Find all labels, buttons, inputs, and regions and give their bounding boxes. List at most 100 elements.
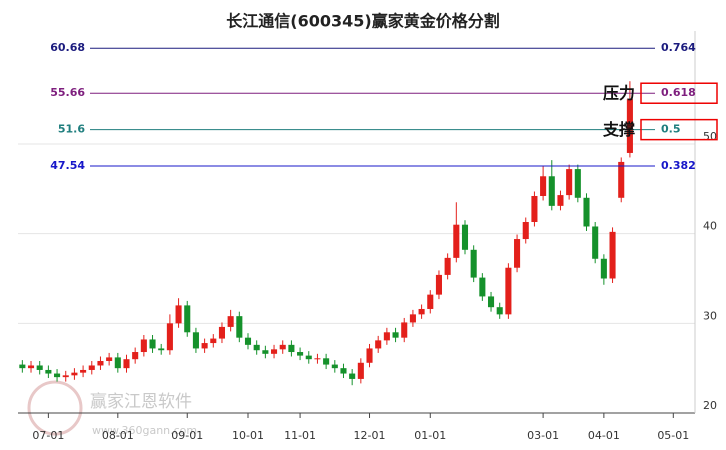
candle-body [97, 360, 104, 366]
candle-body [192, 332, 199, 349]
candle-body [218, 326, 226, 339]
candle-body [88, 365, 95, 370]
candle-body [600, 258, 607, 279]
watermark: 赢家江恩软件 [90, 392, 192, 412]
y-tick-label: 40 [703, 220, 717, 233]
candle-body [540, 176, 547, 196]
candle-body [392, 332, 399, 338]
candle-body [366, 348, 373, 363]
x-tick-label: 03-01 [527, 429, 559, 442]
x-tick-label: 07-01 [32, 429, 64, 442]
candle-body [479, 277, 486, 297]
candle-body [592, 226, 599, 259]
candle-body [531, 195, 538, 222]
candle-body [36, 365, 43, 370]
candle-body [331, 364, 338, 369]
candle-body [184, 305, 191, 333]
y-tick-label: 20 [703, 399, 717, 412]
candle-body [166, 323, 173, 351]
y-tick-label: 30 [703, 309, 717, 322]
level-annotation: 支撑 [602, 120, 635, 139]
candle-body [453, 224, 460, 258]
candle-body [71, 372, 78, 376]
candle-body [618, 161, 625, 198]
candle-body [496, 307, 503, 315]
x-tick-label: 08-01 [102, 429, 134, 442]
candle-body [54, 373, 61, 378]
candle-body [236, 316, 243, 338]
candle-body [583, 197, 590, 227]
candle-body [401, 322, 408, 338]
candle-body [427, 294, 434, 309]
level-box [640, 82, 718, 104]
x-tick-label: 09-01 [171, 429, 203, 442]
candle-body [418, 308, 425, 315]
candle-body [149, 339, 156, 349]
candle-body [140, 339, 147, 353]
candle-body [106, 357, 113, 361]
candle-body [323, 358, 330, 365]
x-tick-label: 04-01 [588, 429, 620, 442]
level-price: 55.66 [50, 86, 85, 99]
candle-body [271, 349, 278, 354]
candle-body [470, 249, 477, 278]
candle-body [244, 337, 252, 345]
candle-body [383, 332, 390, 341]
level-ratio: 0.5 [661, 123, 681, 136]
candle-body [574, 169, 581, 198]
candle-body [288, 344, 295, 353]
y-tick-label: 50 [703, 130, 717, 143]
candle-body [557, 195, 564, 206]
candle-body [175, 305, 182, 324]
candle-body [548, 176, 555, 206]
candle-body [262, 350, 269, 354]
candle-body [349, 373, 356, 379]
candle-body [297, 352, 304, 356]
candle-body [609, 231, 616, 279]
candle-body [201, 343, 208, 349]
candle-body [514, 239, 521, 268]
candle-body [409, 314, 416, 323]
watermark-url: www.360gann.com [92, 424, 197, 437]
candle-body [45, 369, 52, 374]
x-tick-label: 11-01 [284, 429, 316, 442]
candle-body [27, 365, 35, 369]
candle-body [80, 369, 87, 373]
x-tick-label: 05-01 [657, 429, 689, 442]
x-tick-label: 10-01 [232, 429, 264, 442]
candle-body [62, 375, 69, 378]
candle-body [435, 274, 442, 295]
candle-body [305, 355, 312, 360]
level-price: 51.6 [58, 123, 85, 136]
candle-body [123, 359, 130, 369]
candle-body [314, 358, 321, 360]
candle-body [522, 222, 529, 240]
candle-body [158, 348, 165, 351]
level-ratio: 0.764 [661, 41, 696, 54]
level-ratio: 0.382 [661, 159, 696, 172]
candle-body [132, 352, 139, 360]
candle-body [340, 368, 347, 374]
level-price: 47.54 [50, 159, 85, 172]
level-box [640, 118, 718, 141]
candle-body [566, 169, 573, 196]
watermark-logo [27, 380, 83, 436]
candle-body [253, 344, 260, 351]
candle-body [487, 296, 495, 308]
candle-body [444, 257, 451, 275]
candle-body [505, 267, 512, 315]
chart-title: 长江通信(600345)赢家黄金价格分割 [226, 12, 499, 31]
x-tick-label: 12-01 [354, 429, 386, 442]
level-annotation: 压力 [603, 84, 635, 103]
level-ratio: 0.618 [661, 86, 696, 99]
candle-body [626, 99, 633, 153]
candle-body [114, 357, 121, 369]
candle-body [279, 344, 286, 350]
level-price: 60.68 [50, 41, 85, 54]
x-tick-label: 01-01 [414, 429, 446, 442]
candle-body [375, 340, 382, 349]
candle-body [227, 316, 234, 327]
candle-body [461, 224, 469, 250]
candle-body [357, 362, 364, 379]
